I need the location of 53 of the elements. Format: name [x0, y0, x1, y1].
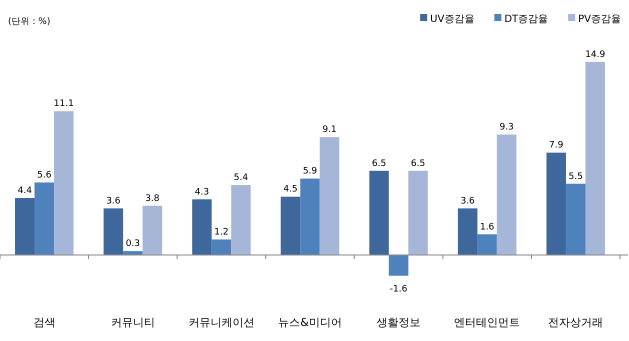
text: (단위 : %): [8, 17, 50, 27]
legend-label: DT증감율: [504, 14, 548, 25]
data-label: 4.4: [18, 186, 32, 196]
bar: [300, 178, 320, 255]
bar: [566, 184, 586, 255]
data-label: -1.6: [390, 284, 408, 295]
bar: [142, 206, 162, 255]
bar: [585, 62, 605, 255]
data-label: 0.3: [126, 239, 140, 250]
bar: [477, 234, 497, 255]
bar: [54, 111, 74, 255]
x-tick-label: 전자상거래: [548, 316, 604, 329]
legend-label: PV증감율: [578, 14, 621, 25]
bar: [458, 208, 478, 255]
x-tick-label: 커뮤니티: [110, 316, 155, 329]
data-label: 3.6: [460, 196, 476, 206]
bar: [546, 152, 566, 255]
bar: [212, 239, 232, 255]
x-tick-label: 검색: [33, 316, 56, 329]
data-label: 4.5: [283, 184, 298, 195]
bar: [369, 170, 389, 255]
bar: [192, 199, 212, 255]
bar: [388, 255, 408, 276]
data-label: 6.5: [372, 158, 386, 169]
bar: [34, 182, 54, 255]
bar: [280, 196, 300, 255]
bar: [231, 185, 251, 255]
data-label: 3.6: [106, 196, 121, 206]
x-tick-label: 뉴스&미디어: [278, 316, 342, 329]
x-tick-label: 생활정보: [376, 316, 421, 329]
data-label: 7.9: [549, 140, 564, 151]
data-label: 11.1: [54, 99, 74, 110]
data-label: 4.3: [194, 187, 210, 198]
bar: [320, 137, 340, 255]
bar: [15, 198, 35, 255]
data-label: 6.5: [410, 158, 426, 169]
data-label: 3.8: [145, 194, 160, 204]
data-label: 5.9: [302, 166, 318, 177]
data-label: 5.6: [37, 170, 52, 180]
data-label: 14.9: [585, 50, 606, 60]
bar: [408, 170, 428, 255]
data-label: 5.5: [568, 172, 583, 182]
data-label: 1.2: [214, 227, 229, 238]
x-tick-label: 엔터테인먼트: [454, 316, 520, 329]
data-label: 5.4: [234, 173, 248, 184]
data-label: 9.3: [499, 122, 514, 133]
bar: [123, 251, 143, 255]
bar: [104, 208, 124, 255]
legend-label: UV증감율: [430, 14, 474, 25]
bar: [496, 134, 516, 255]
data-label: 9.1: [322, 125, 337, 136]
x-tick-label: 커뮤니케이션: [188, 316, 254, 329]
data-label: 1.6: [480, 222, 495, 232]
